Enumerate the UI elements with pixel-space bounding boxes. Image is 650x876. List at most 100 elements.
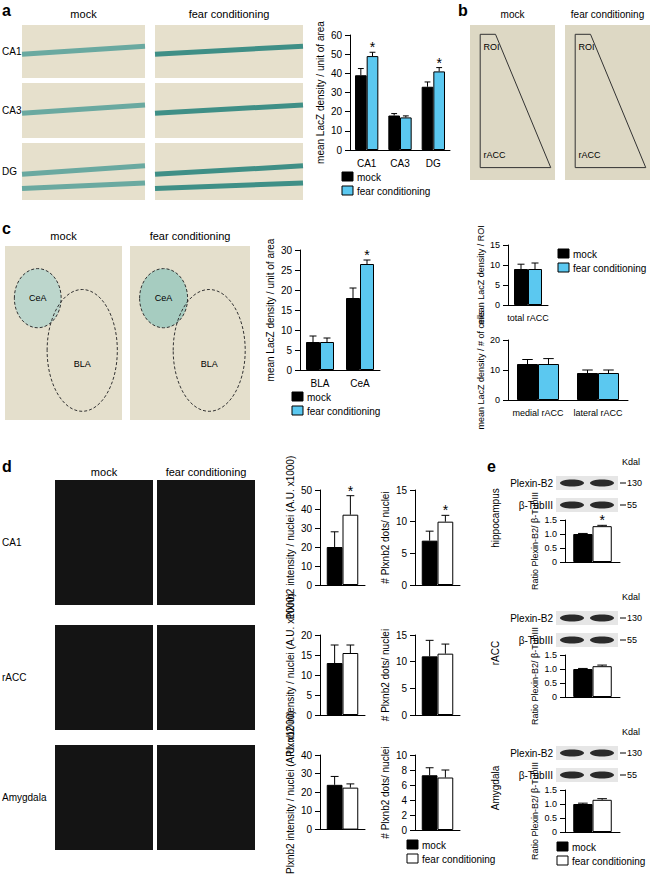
svg-text:*: * [364, 247, 370, 263]
svg-text:2: 2 [401, 810, 407, 821]
svg-text:0: 0 [495, 395, 500, 405]
svg-text:1.0: 1.0 [544, 664, 557, 674]
svg-text:ROI: ROI [579, 42, 595, 52]
svg-text:β-TubIII: β-TubIII [519, 635, 553, 646]
svg-text:4: 4 [401, 795, 407, 806]
svg-text:e: e [487, 458, 496, 475]
svg-text:total rACC: total rACC [507, 313, 549, 323]
svg-text:0.5: 0.5 [544, 678, 557, 688]
svg-text:CA3: CA3 [2, 105, 22, 116]
svg-text:mock: mock [357, 172, 382, 183]
svg-text:β-TubIII: β-TubIII [519, 770, 553, 781]
svg-text:55: 55 [627, 635, 637, 645]
svg-text:10: 10 [301, 670, 313, 681]
svg-text:hippocampus: hippocampus [490, 488, 501, 547]
svg-text:# Plxnb2 dots/ nuclei: # Plxnb2 dots/ nuclei [380, 629, 391, 721]
svg-text:fear conditioning: fear conditioning [573, 263, 646, 274]
svg-text:rACC: rACC [2, 672, 26, 683]
svg-text:25: 25 [281, 265, 293, 276]
svg-text:lateral rACC: lateral rACC [573, 408, 623, 418]
svg-text:*: * [443, 502, 449, 518]
svg-text:mock: mock [501, 9, 526, 20]
svg-text:5: 5 [401, 548, 407, 559]
svg-text:Amygdala: Amygdala [2, 792, 47, 803]
svg-text:0: 0 [552, 557, 557, 567]
svg-text:0: 0 [306, 824, 312, 835]
svg-text:6: 6 [401, 780, 407, 791]
svg-text:mean LacZ density / unit of ar: mean LacZ density / unit of area [315, 21, 326, 164]
svg-text:# Plxnb2 dots/ nuclei: # Plxnb2 dots/ nuclei [380, 491, 391, 583]
svg-text:ROI: ROI [484, 42, 500, 52]
svg-text:40: 40 [301, 750, 313, 761]
svg-text:*: * [436, 55, 442, 71]
svg-text:10: 10 [281, 325, 293, 336]
svg-text:1.5: 1.5 [544, 515, 557, 525]
svg-text:40: 40 [331, 68, 343, 79]
svg-text:1.0: 1.0 [544, 529, 557, 539]
svg-text:d: d [2, 458, 12, 475]
svg-text:130: 130 [627, 613, 642, 623]
svg-text:30: 30 [301, 768, 313, 779]
svg-text:1.5: 1.5 [544, 785, 557, 795]
svg-text:0: 0 [401, 825, 407, 836]
svg-text:0: 0 [552, 692, 557, 702]
svg-text:10: 10 [490, 260, 500, 270]
svg-text:20: 20 [301, 630, 313, 641]
svg-text:0.5: 0.5 [544, 813, 557, 823]
svg-text:5: 5 [286, 345, 292, 356]
svg-text:0: 0 [552, 827, 557, 837]
svg-text:*: * [599, 512, 605, 528]
svg-text:130: 130 [627, 478, 642, 488]
svg-text:Plexin-B2: Plexin-B2 [510, 748, 553, 759]
svg-text:mean LacZ density / unit of ar: mean LacZ density / unit of area [265, 238, 276, 381]
svg-text:10: 10 [331, 125, 343, 136]
svg-text:8: 8 [401, 765, 407, 776]
svg-text:15: 15 [490, 240, 500, 250]
svg-text:a: a [2, 2, 11, 19]
svg-text:CeA: CeA [29, 293, 47, 303]
svg-text:20: 20 [490, 335, 500, 345]
svg-text:mock: mock [50, 230, 77, 242]
svg-text:5: 5 [306, 690, 312, 701]
svg-text:mock: mock [91, 466, 118, 478]
svg-text:15: 15 [396, 630, 408, 641]
svg-text:fear conditioning: fear conditioning [571, 9, 644, 20]
svg-text:*: * [348, 483, 354, 499]
svg-text:60: 60 [331, 30, 343, 41]
svg-text:15: 15 [301, 650, 313, 661]
svg-text:BLA: BLA [311, 378, 330, 389]
svg-text:rACC: rACC [579, 150, 601, 160]
svg-text:mock: mock [572, 842, 597, 853]
svg-text:# Plxnb2 dots/ nuclei: # Plxnb2 dots/ nuclei [380, 746, 391, 838]
svg-text:Amygdala: Amygdala [490, 765, 501, 810]
svg-text:medial rACC: medial rACC [512, 408, 564, 418]
svg-text:mock: mock [573, 249, 598, 260]
svg-text:fear conditioning: fear conditioning [357, 186, 430, 197]
svg-text:20: 20 [281, 285, 293, 296]
svg-text:30: 30 [281, 245, 293, 256]
svg-text:fear conditioning: fear conditioning [307, 406, 380, 417]
svg-text:CA1: CA1 [2, 537, 22, 548]
svg-text:20: 20 [301, 542, 313, 553]
svg-text:15: 15 [281, 305, 293, 316]
svg-text:fear conditioning: fear conditioning [166, 466, 247, 478]
svg-text:BLA: BLA [74, 359, 91, 369]
svg-text:20: 20 [301, 787, 313, 798]
svg-text:Plexin-B2: Plexin-B2 [510, 613, 553, 624]
svg-text:mock: mock [307, 392, 332, 403]
svg-text:mean LacZ density / # of cells: mean LacZ density / # of cells [476, 310, 486, 430]
svg-text:50: 50 [331, 49, 343, 60]
svg-text:*: * [370, 39, 376, 55]
svg-text:30: 30 [301, 523, 313, 534]
svg-text:15: 15 [396, 485, 408, 496]
svg-text:30: 30 [331, 87, 343, 98]
svg-text:Kdal: Kdal [622, 457, 640, 467]
svg-text:Kdal: Kdal [622, 727, 640, 737]
svg-text:1.5: 1.5 [544, 650, 557, 660]
svg-text:Plexin-B2: Plexin-B2 [510, 478, 553, 489]
svg-text:0: 0 [495, 300, 500, 310]
svg-text:mock: mock [422, 840, 447, 851]
svg-text:1.0: 1.0 [544, 799, 557, 809]
svg-text:CA1: CA1 [2, 46, 22, 57]
svg-text:b: b [458, 2, 468, 19]
